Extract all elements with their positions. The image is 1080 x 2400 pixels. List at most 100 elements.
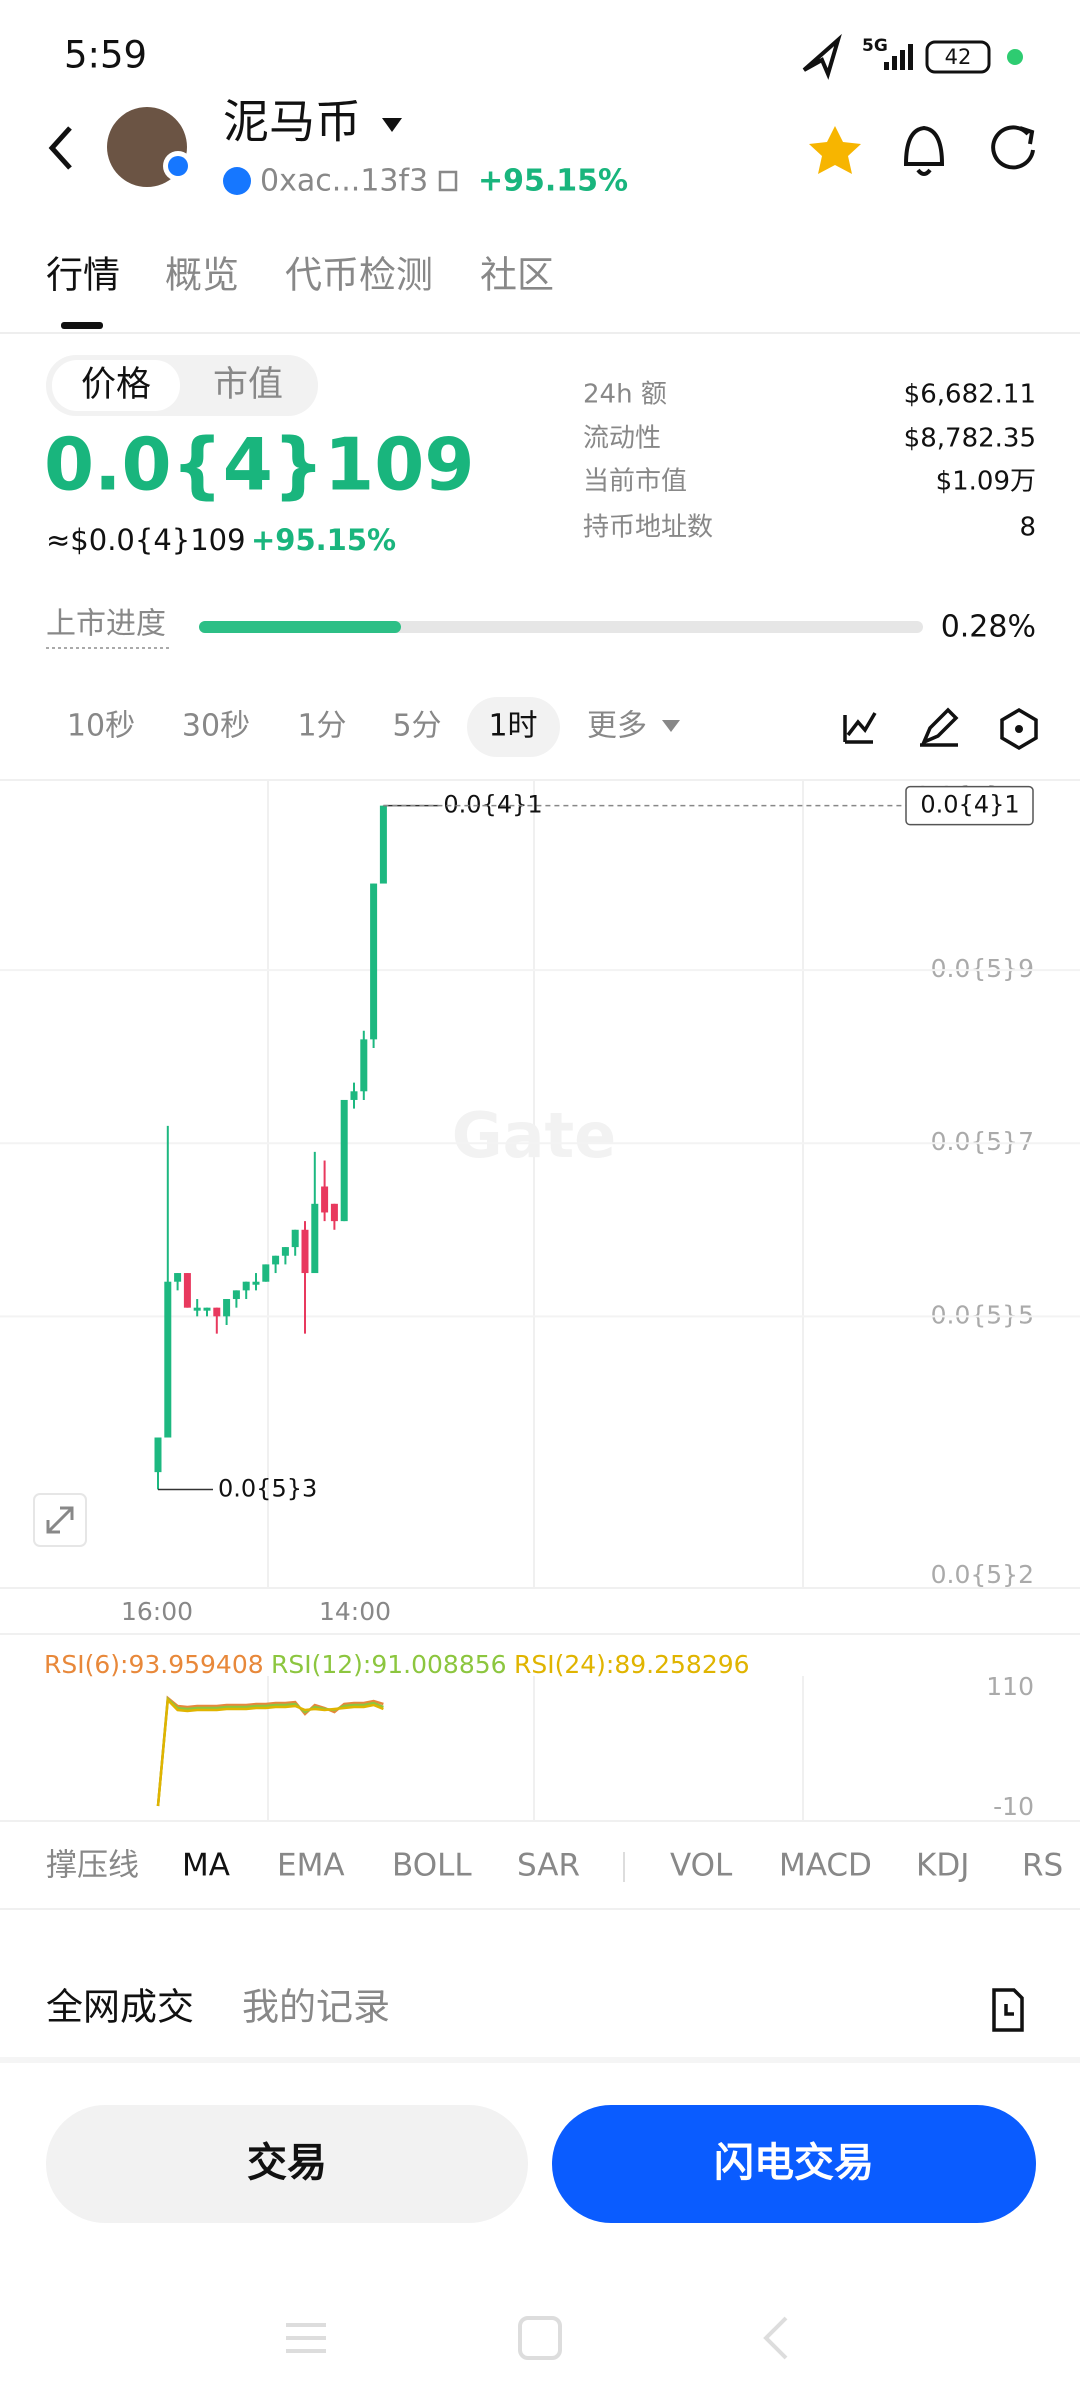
indicator-tool[interactable] (843, 712, 877, 744)
y-tick-label: 0.0{5}9 (931, 954, 1034, 983)
candle-body (203, 1307, 211, 1311)
expand-icon (46, 1506, 74, 1534)
candle-body (281, 1247, 289, 1256)
timeframe[interactable]: 5分 (392, 709, 441, 744)
toggle-active (52, 360, 180, 411)
tabs: 行情 概览 代币检测 社区 (46, 254, 554, 297)
more-arrow[interactable] (662, 720, 680, 732)
stat-value: $6,682.11 (904, 380, 1036, 410)
indicator[interactable]: MA (182, 1848, 230, 1884)
progress-fill (199, 621, 401, 633)
stat-label: 当前市值 (583, 467, 687, 497)
avatar-badge-inner (168, 156, 188, 176)
indicator[interactable]: BOLL (392, 1848, 472, 1884)
indicator[interactable]: KDJ (916, 1848, 969, 1884)
nav-menu[interactable] (286, 2323, 326, 2353)
timeframe[interactable]: 10秒 (67, 709, 135, 744)
tab[interactable]: 概览 (165, 254, 239, 297)
candle-body (252, 1281, 260, 1285)
candle-body (183, 1273, 191, 1308)
candle-body (223, 1299, 231, 1317)
legend-entry: RSI(6):93.959408 (44, 1650, 264, 1679)
rsi-line (156, 1697, 384, 1807)
battery-level: 42 (945, 45, 972, 69)
candle-body (164, 1281, 172, 1438)
timeframes: 10秒 30秒 1分 5分 1时 更多 (67, 709, 647, 744)
stat-value: 8 (1019, 513, 1036, 543)
battery (925, 40, 991, 74)
legend-entry: RSI(24):89.258296 (514, 1650, 750, 1679)
settings-dot (1015, 725, 1023, 733)
token-name[interactable]: 泥马币 (223, 95, 361, 149)
candle-body (174, 1273, 182, 1282)
candle-body (242, 1281, 250, 1291)
flash-trade-button-label: 闪电交易 (714, 2140, 874, 2186)
tab[interactable]: 社区 (480, 254, 554, 297)
trade-tab[interactable]: 全网成交 (46, 1986, 194, 2029)
indicator[interactable]: MACD (779, 1848, 872, 1884)
indicator[interactable]: EMA (277, 1848, 345, 1884)
last-price-box (905, 785, 1034, 826)
timeframe[interactable]: 30秒 (182, 709, 250, 744)
flash-trade-button[interactable] (552, 2105, 1036, 2223)
stat-value: $1.09万 (936, 467, 1036, 497)
candle-body (262, 1264, 270, 1282)
dropdown-arrow[interactable] (382, 118, 402, 132)
trade-button[interactable] (46, 2105, 528, 2223)
indicator[interactable]: 撑压线 (46, 1848, 139, 1884)
toggle-option[interactable]: 市值 (213, 365, 283, 405)
timeframe[interactable]: 1分 (297, 709, 346, 744)
rsi-line (156, 1695, 384, 1807)
divider (0, 2057, 1080, 2063)
stat-label: 持币地址数 (583, 513, 713, 543)
x-tick-label: 16:00 (121, 1597, 193, 1626)
indicators: 撑压线 MA EMA BOLL SAR VOL MACD KDJ RS (46, 1848, 1063, 1884)
legend-entry: RSI(12):91.008856 (271, 1650, 507, 1679)
candle-body (311, 1203, 319, 1274)
y-tick-label: 0.0{5}2 (931, 1560, 1034, 1589)
high-label: 0.0{4}1 (443, 791, 542, 819)
nav-home[interactable] (518, 2316, 562, 2360)
timeframe-active (467, 697, 560, 757)
token-address: 0xac...13f3 (260, 164, 428, 199)
candle-body (340, 1099, 348, 1222)
tab-indicator (61, 322, 103, 329)
x-tick-label: 14:00 (319, 1597, 391, 1626)
v-grid (267, 780, 804, 1821)
candle-body (330, 1203, 338, 1222)
rsi-legend: RSI(6):93.959408 RSI(12):91.008856 RSI(2… (44, 1650, 750, 1679)
progress-label: 上市进度 (46, 607, 166, 642)
candle-body (321, 1186, 329, 1213)
network-type: 5G (862, 36, 888, 56)
stat-label: 流动性 (583, 424, 661, 454)
price-change: +95.15% (251, 523, 396, 557)
rsi-line (156, 1696, 384, 1807)
signal-icon (884, 44, 913, 70)
indicator[interactable]: RS (1022, 1848, 1063, 1884)
timeframe[interactable]: 1时 (488, 709, 537, 744)
tab[interactable]: 行情 (46, 254, 120, 297)
y-tick-label: 0.0{5}5 (931, 1300, 1034, 1329)
y-tick-label: 110 (986, 1672, 1034, 1701)
tab[interactable]: 代币检测 (285, 254, 433, 297)
copy-icon[interactable] (438, 170, 458, 192)
nav-back[interactable] (763, 2316, 788, 2360)
favorite-button[interactable] (809, 126, 861, 174)
candle-body (193, 1307, 201, 1311)
share-button[interactable] (991, 125, 1035, 170)
candle-body (291, 1229, 299, 1248)
back-button[interactable] (48, 126, 72, 170)
status-time: 5:59 (64, 34, 147, 77)
indicator[interactable]: VOL (670, 1848, 733, 1884)
chain-icon (223, 167, 251, 195)
trade-tab[interactable]: 我的记录 (242, 1986, 390, 2029)
candle-body (350, 1091, 358, 1100)
draw-tool[interactable] (920, 707, 959, 747)
timeframe[interactable]: 更多 (587, 709, 647, 744)
stats: 24h 额 $6,682.11 流动性 $8,782.35 当前市值 $1.09… (583, 380, 1036, 543)
settings-tool[interactable] (1000, 707, 1038, 751)
records-icon[interactable] (992, 1988, 1024, 2032)
indicator[interactable]: SAR (517, 1848, 580, 1884)
alert-button[interactable] (903, 125, 945, 176)
toggle-option[interactable]: 价格 (81, 365, 151, 405)
